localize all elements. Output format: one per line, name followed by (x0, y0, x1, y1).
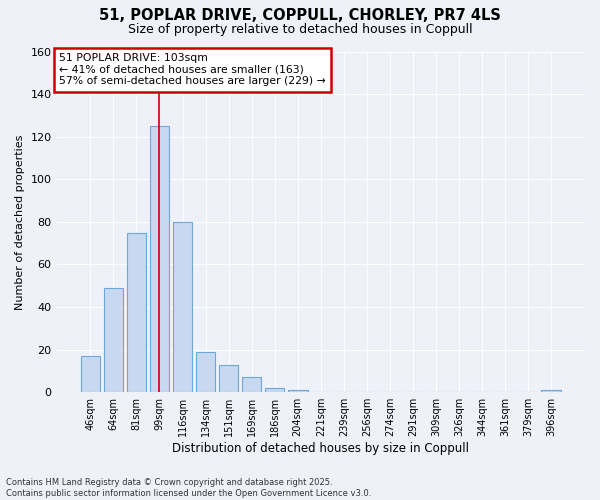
Bar (80, 356, 100, 392)
Bar (541, 390, 561, 392)
Text: 51, POPLAR DRIVE, COPPULL, CHORLEY, PR7 4LS: 51, POPLAR DRIVE, COPPULL, CHORLEY, PR7 … (99, 8, 501, 22)
Bar (196, 352, 215, 392)
Bar (219, 364, 238, 392)
Bar (265, 388, 284, 392)
Text: Size of property relative to detached houses in Coppull: Size of property relative to detached ho… (128, 22, 472, 36)
Text: Contains HM Land Registry data © Crown copyright and database right 2025.
Contai: Contains HM Land Registry data © Crown c… (6, 478, 371, 498)
X-axis label: Distribution of detached houses by size in Coppull: Distribution of detached houses by size … (172, 442, 469, 455)
Bar (173, 222, 193, 392)
Bar (149, 126, 169, 392)
Bar (104, 288, 123, 392)
Text: 51 POPLAR DRIVE: 103sqm
← 41% of detached houses are smaller (163)
57% of semi-d: 51 POPLAR DRIVE: 103sqm ← 41% of detache… (59, 53, 326, 86)
Bar (288, 390, 308, 392)
Y-axis label: Number of detached properties: Number of detached properties (15, 134, 25, 310)
Bar (127, 232, 146, 392)
Bar (242, 378, 262, 392)
